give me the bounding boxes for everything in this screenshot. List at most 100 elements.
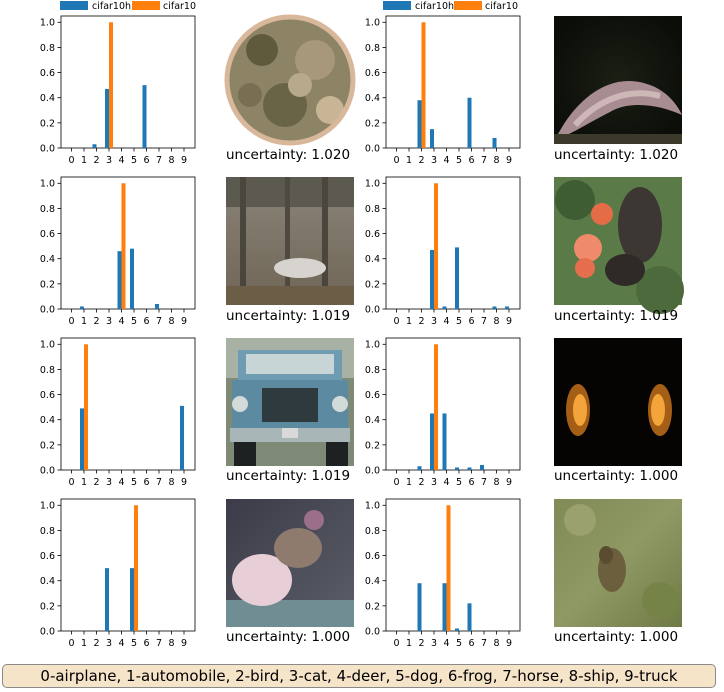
x-tick-label: 7	[156, 638, 162, 649]
bar-cifar10-5	[134, 505, 138, 631]
y-tick-label: 0.4	[40, 576, 55, 587]
x-tick-label: 0	[393, 316, 399, 327]
x-tick-label: 7	[156, 477, 162, 488]
x-tick-label: 9	[506, 316, 512, 327]
y-tick-label: 0.6	[365, 551, 380, 562]
bar-cifar10-3	[434, 183, 438, 309]
x-tick-label: 5	[131, 477, 137, 488]
y-tick-label: 0.0	[40, 143, 55, 154]
x-tick-label: 0	[393, 155, 399, 166]
y-tick-label: 0.8	[40, 365, 55, 376]
y-tick-label: 0.4	[40, 254, 55, 265]
x-tick-label: 1	[406, 155, 412, 166]
x-tick-label: 0	[68, 155, 74, 166]
x-tick-label: 2	[93, 477, 99, 488]
x-tick-label: 2	[418, 316, 424, 327]
bar-cifar10h-1	[80, 306, 84, 309]
bar-cifar10h-8	[492, 137, 497, 148]
x-tick-label: 9	[181, 155, 187, 166]
y-tick-label: 1.0	[40, 179, 55, 190]
y-tick-label: 0.6	[365, 68, 380, 79]
legend-label-cifar10: cifar10	[163, 1, 196, 12]
bar-cifar10h-3	[430, 129, 434, 148]
x-tick-label: 2	[93, 155, 99, 166]
uncertainty-label-6: uncertainty: 1.000	[226, 629, 350, 645]
bar-cifar10h-2	[417, 466, 422, 470]
y-tick-label: 0.0	[365, 143, 380, 154]
x-tick-label: 7	[481, 155, 487, 166]
x-tick-label: 4	[443, 638, 449, 649]
y-tick-label: 0.2	[365, 601, 380, 612]
axes-frame	[385, 498, 521, 632]
y-tick-label: 0.4	[40, 415, 55, 426]
bar-cifar10h-9	[180, 405, 184, 470]
y-tick-label: 1.0	[365, 340, 380, 351]
legend-label-cifar10: cifar10	[485, 1, 518, 12]
uncertainty-label-7: uncertainty: 1.000	[554, 629, 678, 645]
x-tick-label: 6	[468, 638, 474, 649]
x-tick-label: 4	[118, 477, 124, 488]
x-tick-label: 8	[168, 638, 174, 649]
x-tick-label: 1	[406, 477, 412, 488]
y-tick-label: 0.8	[40, 43, 55, 54]
x-tick-label: 9	[181, 638, 187, 649]
y-tick-label: 0.2	[365, 440, 380, 451]
x-tick-label: 0	[68, 638, 74, 649]
sample-image-0	[224, 14, 356, 146]
uncertainty-label-5: uncertainty: 1.000	[554, 468, 678, 484]
y-tick-label: 0.8	[365, 43, 380, 54]
y-tick-label: 1.0	[40, 340, 55, 351]
sample-image-5	[554, 338, 682, 466]
x-tick-label: 2	[418, 638, 424, 649]
x-tick-label: 9	[506, 477, 512, 488]
x-tick-label: 0	[68, 316, 74, 327]
x-tick-label: 1	[406, 638, 412, 649]
y-tick-label: 0.2	[40, 279, 55, 290]
x-tick-label: 3	[106, 316, 112, 327]
legend-swatch-cifar10h	[60, 1, 88, 10]
bar-cifar10h-7	[155, 303, 159, 309]
bar-cifar10h-6	[467, 603, 472, 631]
bar-cifar10h-7	[480, 464, 484, 470]
x-tick-label: 9	[506, 155, 512, 166]
x-tick-label: 6	[468, 477, 474, 488]
y-tick-label: 1.0	[365, 501, 380, 512]
bar-cifar10h-2	[417, 100, 422, 148]
x-tick-label: 8	[168, 316, 174, 327]
x-tick-label: 4	[118, 155, 124, 166]
legend-swatch-cifar10	[132, 1, 160, 10]
bar-cifar10h-4	[442, 306, 447, 309]
y-tick-label: 0.0	[365, 304, 380, 315]
bar-cifar10h-2	[92, 144, 97, 148]
y-tick-label: 0.0	[365, 626, 380, 637]
bar-cifar10h-6	[467, 97, 472, 148]
x-tick-label: 1	[406, 316, 412, 327]
x-tick-label: 5	[456, 477, 462, 488]
x-tick-label: 3	[431, 316, 437, 327]
chart-0: 0.0 0.2 0.4 0.6 0.8 1.0 0 1 2 3 4 5 6 7 8 9	[40, 15, 196, 166]
axes-frame	[60, 337, 196, 471]
x-tick-label: 6	[468, 155, 474, 166]
x-tick-label: 3	[106, 638, 112, 649]
y-tick-label: 0.6	[40, 68, 55, 79]
x-tick-label: 0	[393, 477, 399, 488]
x-tick-label: 8	[493, 638, 499, 649]
x-tick-label: 6	[143, 477, 149, 488]
bar-cifar10h-4	[117, 251, 122, 309]
bar-cifar10h-5	[455, 467, 459, 470]
x-tick-label: 8	[493, 316, 499, 327]
x-tick-label: 9	[181, 316, 187, 327]
x-tick-label: 5	[456, 155, 462, 166]
x-tick-label: 2	[418, 477, 424, 488]
x-tick-label: 1	[81, 477, 87, 488]
x-tick-label: 8	[493, 477, 499, 488]
legend-swatch-cifar10	[454, 1, 482, 10]
x-tick-label: 4	[443, 155, 449, 166]
chart-3: 0.0 0.2 0.4 0.6 0.8 1.0 0 1 2 3 4 5 6 7 8 9	[365, 176, 521, 327]
legend-label-cifar10h: cifar10h	[92, 1, 131, 12]
bar-cifar10-3	[434, 344, 438, 470]
y-tick-label: 0.6	[40, 229, 55, 240]
sample-image-6	[226, 499, 354, 627]
bar-cifar10h-6	[142, 85, 147, 148]
y-tick-label: 0.8	[365, 526, 380, 537]
